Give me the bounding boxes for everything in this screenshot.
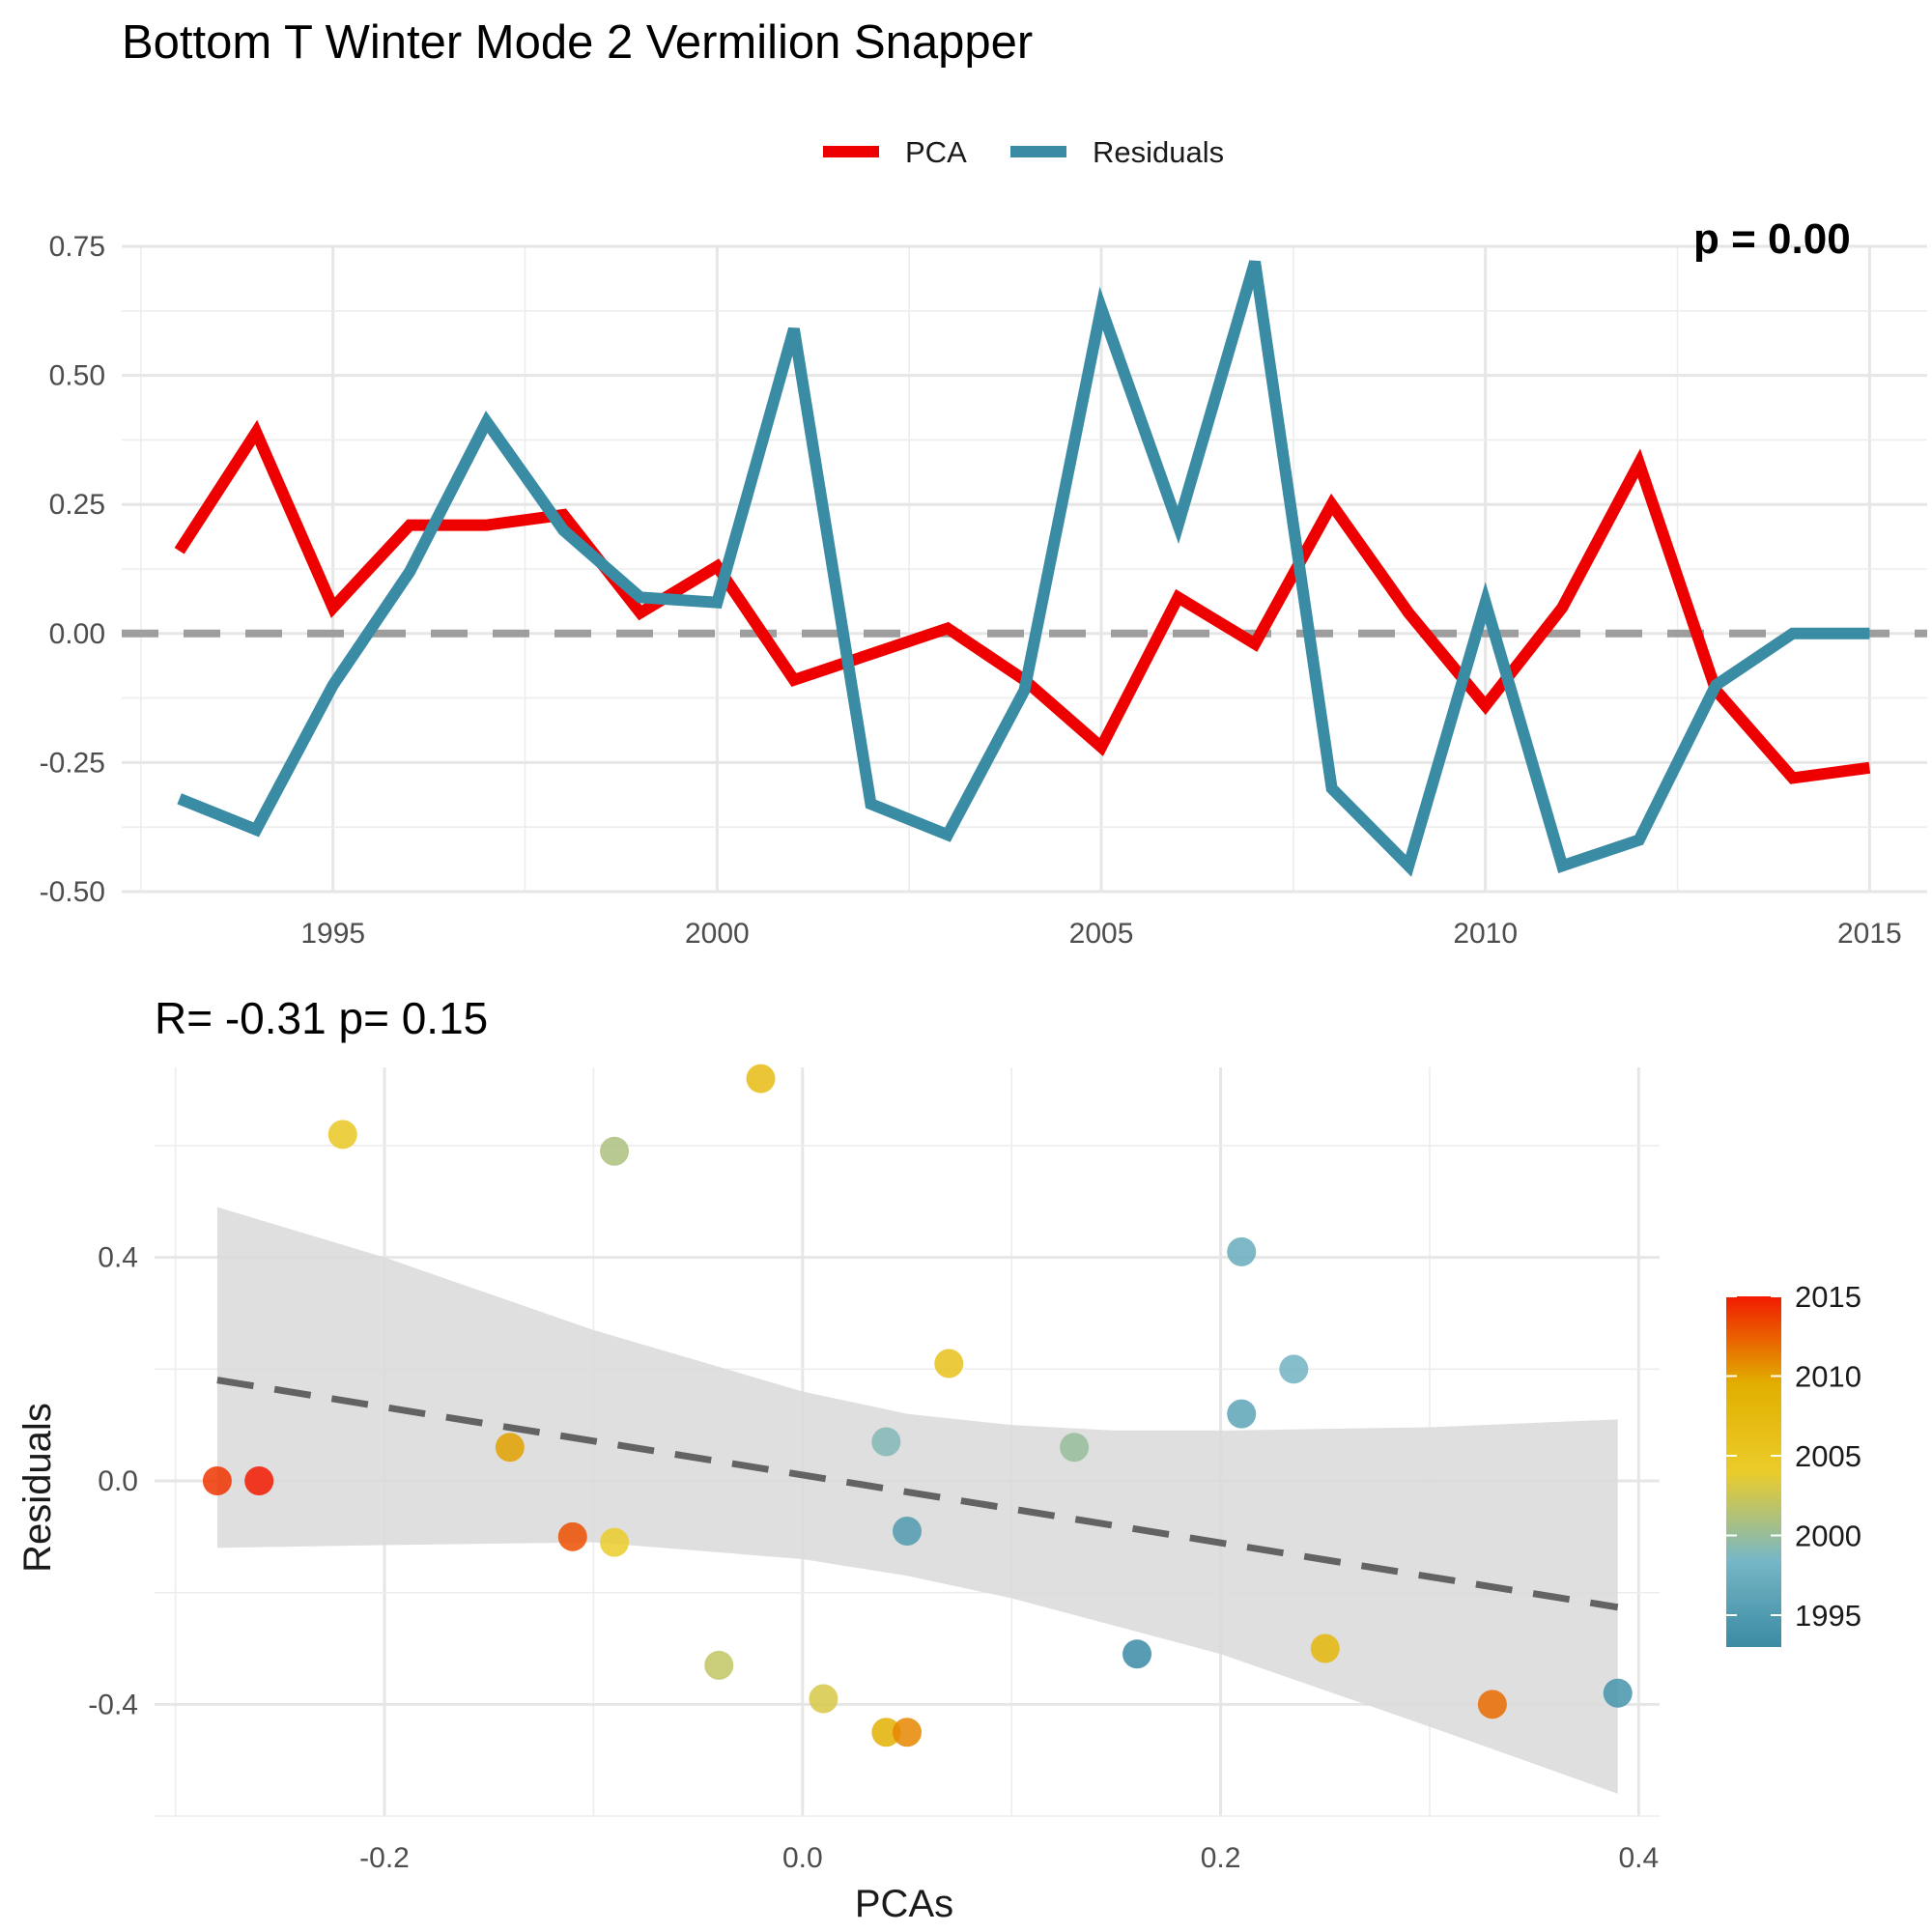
confidence-ribbon: [216, 1207, 1618, 1794]
scatter-point: [1603, 1678, 1633, 1708]
scatter-point: [600, 1136, 630, 1166]
line-chart-y-tick-label: 0.25: [49, 489, 105, 521]
line-chart-x-tick-label: 2000: [685, 918, 750, 950]
line-chart-y-tick-label: 0.50: [49, 360, 105, 392]
colorbar-tick-label: 2010: [1795, 1360, 1861, 1394]
line-chart-x-tick-label: 2010: [1453, 918, 1518, 950]
scatter-point: [893, 1517, 922, 1547]
pca-series-line: [174, 419, 1871, 784]
line-chart-x-tick-label: 2015: [1837, 918, 1902, 950]
scatter-point: [244, 1465, 274, 1495]
scatter-point: [1279, 1354, 1309, 1384]
scatter-x-axis-title: PCAs: [855, 1883, 953, 1925]
colorbar-tick-label: 1995: [1795, 1599, 1861, 1633]
scatter-point: [1227, 1399, 1257, 1429]
year-colorbar: 1995 2000 2005 2010 2015: [1726, 1280, 1861, 1647]
scatter-point: [871, 1427, 901, 1457]
scatter-x-tick-label: -0.2: [359, 1842, 410, 1874]
scatter-y-tick-label: 0.0: [98, 1465, 138, 1497]
scatter-point: [704, 1650, 734, 1680]
scatter-point: [934, 1349, 964, 1378]
scatter-x-tick-label: 0.4: [1619, 1842, 1660, 1874]
colorbar-tick-label: 2000: [1795, 1520, 1861, 1553]
scatter-point: [1122, 1639, 1152, 1669]
trend-line: [216, 1377, 1619, 1611]
scatter-point: [600, 1527, 630, 1557]
scatter-point: [557, 1521, 587, 1551]
scatter-point: [1227, 1236, 1257, 1266]
line-chart: 1995 2000 2005 2010 2015 -0.50 -0.25 0.00 0.25 0.…: [40, 215, 1927, 950]
scatter-point: [1477, 1690, 1507, 1719]
line-chart-y-tick-label: -0.50: [40, 876, 105, 908]
scatter-tick-labels: -0.2 0.0 0.2 0.4 -0.4 0.0 0.4: [88, 1242, 1659, 1874]
figure-title: Bottom T Winter Mode 2 Vermilion Snapper: [122, 16, 1033, 69]
scatter-point: [202, 1465, 232, 1495]
scatter-point: [495, 1433, 525, 1463]
scatter-y-tick-label: -0.4: [88, 1689, 138, 1720]
legend-label-pca: PCA: [905, 135, 967, 169]
scatter-point: [1310, 1634, 1340, 1663]
scatter-point: [871, 1718, 901, 1747]
colorbar-tick-label: 2015: [1795, 1280, 1861, 1314]
year-colorbar-gradient: [1726, 1296, 1781, 1647]
line-chart-y-tick-label: 0.00: [49, 618, 105, 650]
line-chart-x-tick-label: 2005: [1069, 918, 1134, 950]
colorbar-tick-label: 2005: [1795, 1439, 1861, 1473]
line-chart-corner-annotation: p = 0.00: [1693, 215, 1851, 263]
scatter-point: [327, 1120, 357, 1150]
year-colorbar-ticks: 1995 2000 2005 2010 2015: [1726, 1280, 1861, 1633]
line-chart-y-tick-label: 0.75: [49, 231, 105, 263]
scatter-point: [809, 1684, 838, 1714]
scatter-y-axis-title: Residuals: [16, 1403, 59, 1573]
scatter-y-tick-label: 0.4: [98, 1242, 138, 1274]
scatter-x-tick-label: 0.0: [782, 1842, 823, 1874]
scatter-point: [746, 1064, 776, 1094]
scatter-point: [893, 1718, 922, 1747]
line-chart-tick-labels: 1995 2000 2005 2010 2015 -0.50 -0.25 0.00 0.25 0.…: [40, 231, 1902, 950]
scatter-title: R= -0.31 p= 0.15: [155, 993, 488, 1043]
residuals-series-line: [177, 260, 1870, 877]
scatter-chart: -0.2 0.0 0.2 0.4 -0.4 0.0 0.4 PCAs Residuals: [16, 1064, 1660, 1925]
scatter-x-tick-label: 0.2: [1201, 1842, 1241, 1874]
legend-label-residuals: Residuals: [1093, 135, 1224, 169]
line-chart-y-tick-label: -0.25: [40, 747, 105, 779]
scatter-points: [202, 1064, 1633, 1747]
line-chart-legend: PCA Residuals: [823, 135, 1224, 169]
line-chart-x-tick-label: 1995: [300, 918, 365, 950]
line-chart-grid: [122, 244, 1927, 894]
scatter-point: [1060, 1433, 1090, 1463]
